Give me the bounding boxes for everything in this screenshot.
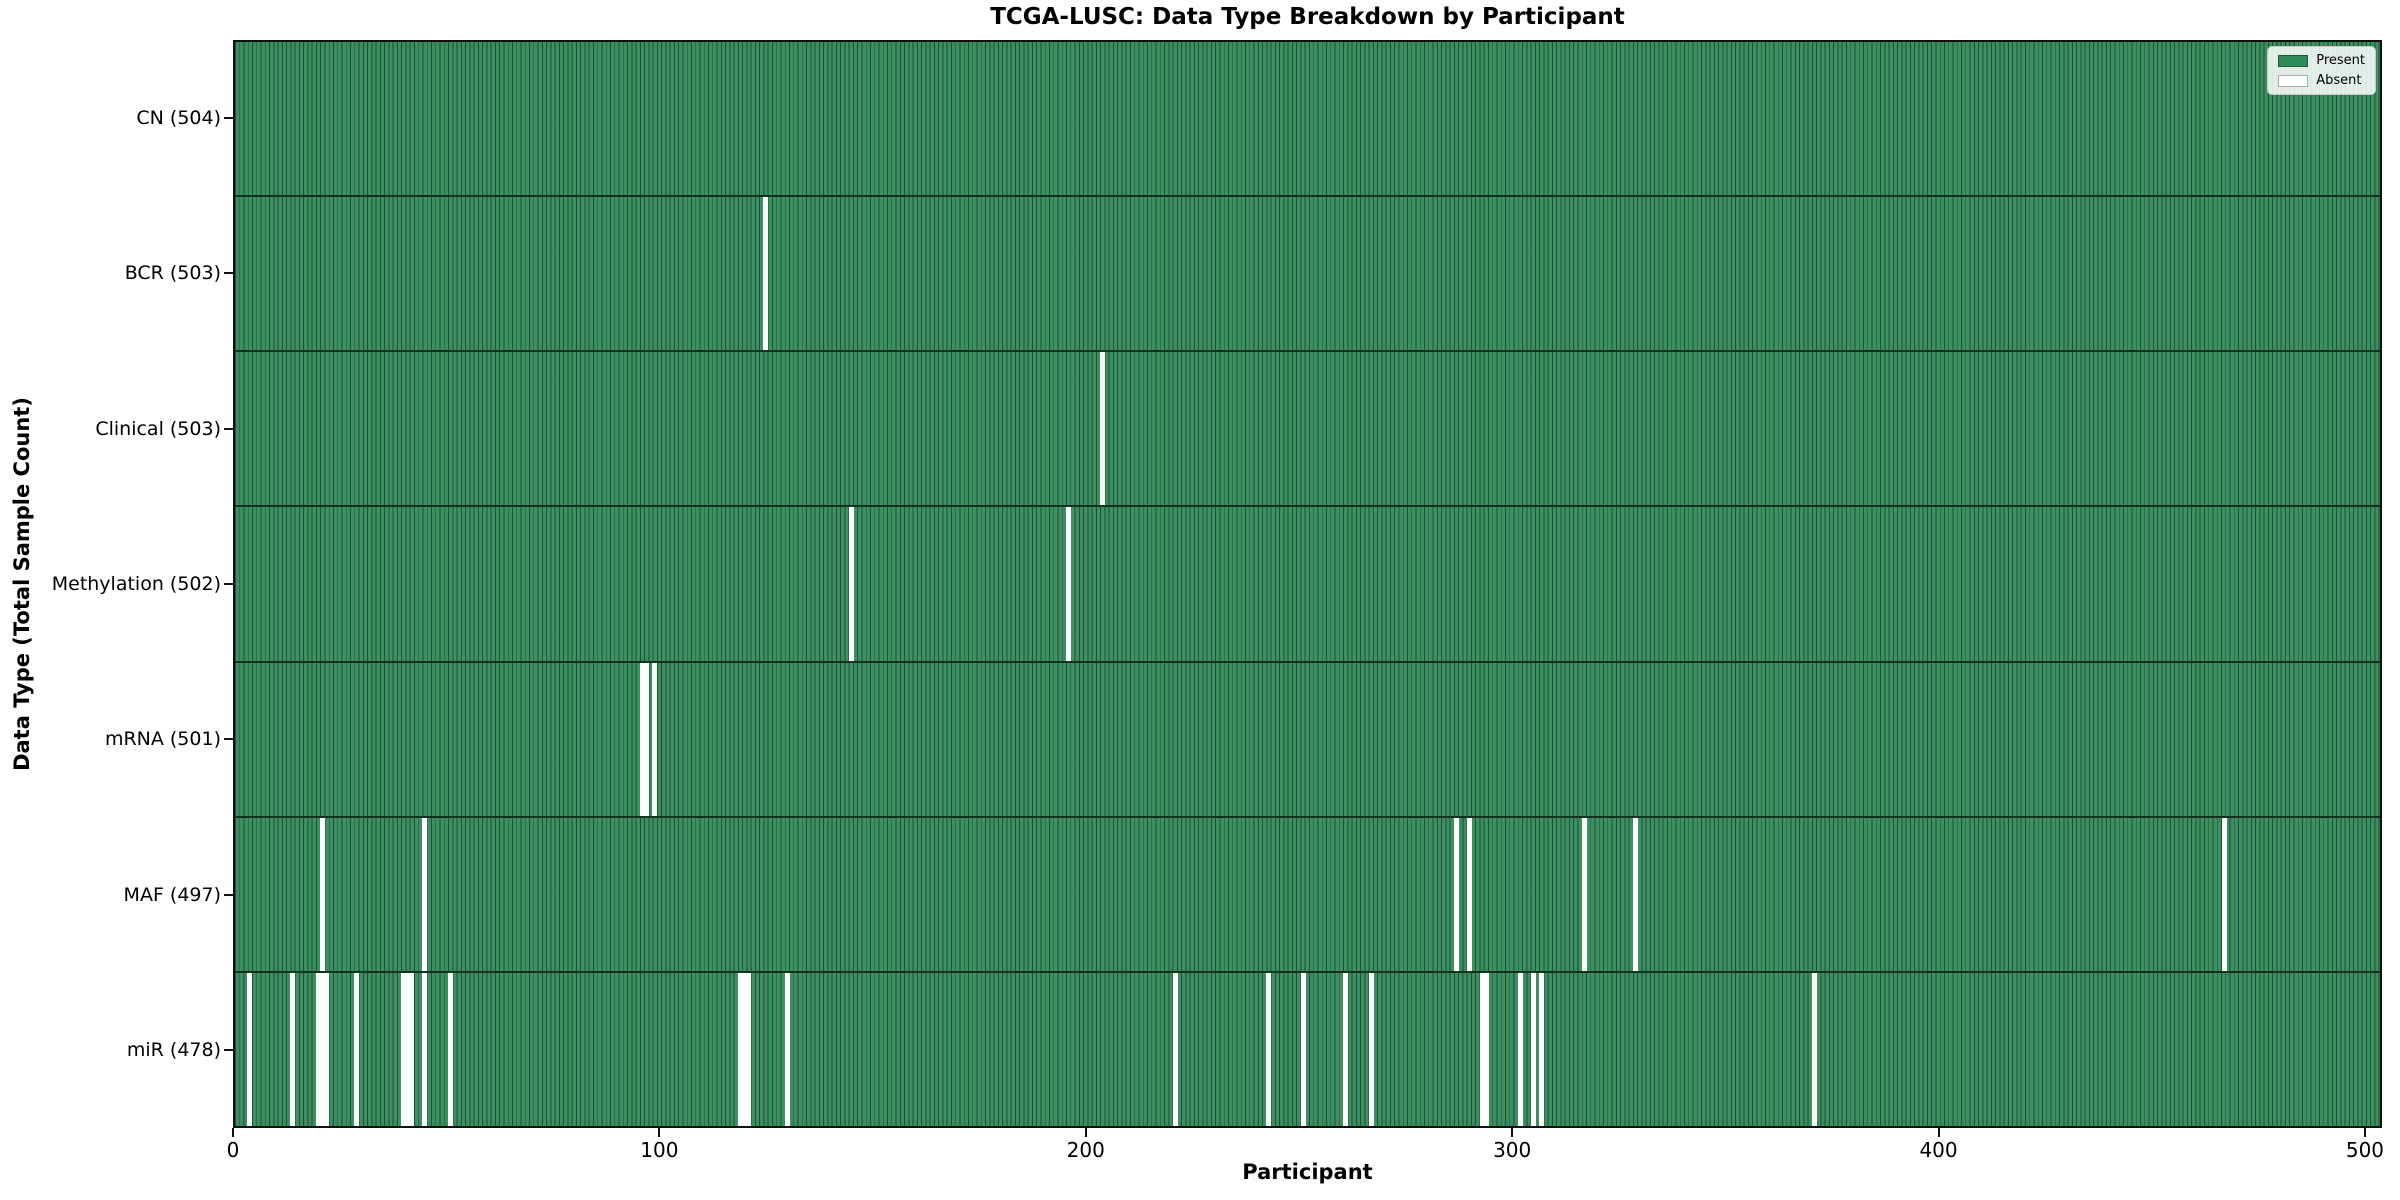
xtick-label-0: 0 xyxy=(226,1138,240,1162)
ytick-mark xyxy=(224,427,233,430)
ytick-label-maf: MAF (497) xyxy=(123,883,221,906)
ytick-mark xyxy=(224,116,233,119)
legend-entry-absent: Absent xyxy=(2278,73,2365,88)
legend-entry-present: Present xyxy=(2278,53,2365,68)
xtick-mark xyxy=(2363,1128,2366,1137)
ytick-label-clinical: Clinical (503) xyxy=(95,417,221,440)
absent-cell xyxy=(1300,972,1306,1126)
plot-area xyxy=(233,40,2382,1128)
absent-cell xyxy=(315,972,321,1126)
absent-cell xyxy=(319,972,325,1126)
legend: Present Absent xyxy=(2267,46,2376,95)
absent-cell xyxy=(746,972,752,1126)
row-cn xyxy=(235,42,2380,198)
row-mrna xyxy=(235,662,2380,818)
ytick-label-cn: CN (504) xyxy=(136,106,221,129)
xtick-mark xyxy=(1511,1128,1514,1137)
absent-cell xyxy=(447,972,453,1126)
xtick-mark xyxy=(1084,1128,1087,1137)
xtick-label-400: 400 xyxy=(1919,1138,1958,1162)
absent-cell xyxy=(643,662,649,816)
absent-cell xyxy=(1518,972,1524,1126)
absent-cell xyxy=(400,972,406,1126)
absent-cell xyxy=(422,972,428,1126)
absent-cell xyxy=(639,662,645,816)
absent-cell xyxy=(324,972,330,1126)
absent-cell xyxy=(1466,817,1472,971)
ytick-label-bcr: BCR (503) xyxy=(124,262,221,285)
ytick-mark xyxy=(224,1049,233,1052)
absent-cell xyxy=(1172,972,1178,1126)
absent-cell xyxy=(405,972,411,1126)
absent-cell xyxy=(1368,972,1374,1126)
ytick-mark xyxy=(224,893,233,896)
ytick-label-mir: miR (478) xyxy=(126,1039,221,1062)
present-swatch-icon xyxy=(2278,54,2309,67)
absent-cell xyxy=(2221,817,2227,971)
absent-cell xyxy=(1530,972,1536,1126)
xtick-mark xyxy=(1937,1128,1940,1137)
row-methylation xyxy=(235,507,2380,663)
xtick-label-200: 200 xyxy=(1066,1138,1105,1162)
absent-cell xyxy=(409,972,415,1126)
xtick-label-500: 500 xyxy=(2345,1138,2385,1162)
absent-cell xyxy=(1483,972,1489,1126)
absent-cell xyxy=(1343,972,1349,1126)
ytick-mark xyxy=(224,272,233,275)
absent-cell xyxy=(1266,972,1272,1126)
absent-cell xyxy=(1454,817,1460,971)
ytick-mark xyxy=(224,583,233,585)
absent-cell xyxy=(652,662,658,816)
absent-cell xyxy=(422,817,428,971)
absent-cell xyxy=(848,507,854,661)
xtick-mark xyxy=(232,1128,234,1137)
absent-cell xyxy=(763,197,769,351)
absent-cell xyxy=(319,817,325,971)
absent-swatch-icon xyxy=(2278,74,2309,87)
absent-cell xyxy=(1066,507,1072,661)
chart-title: TCGA-LUSC: Data Type Breakdown by Partic… xyxy=(990,4,1625,30)
row-maf xyxy=(235,817,2380,973)
row-clinical xyxy=(235,352,2380,508)
xtick-mark xyxy=(658,1128,661,1137)
absent-cell xyxy=(1633,817,1639,971)
row-mir xyxy=(235,972,2380,1126)
absent-cell xyxy=(290,972,296,1126)
absent-cell xyxy=(1539,972,1545,1126)
absent-cell xyxy=(1812,972,1818,1126)
x-axis-title: Participant xyxy=(1242,1160,1373,1184)
absent-cell xyxy=(784,972,790,1126)
absent-cell xyxy=(1100,352,1106,506)
absent-cell xyxy=(1479,972,1485,1126)
absent-cell xyxy=(742,972,747,1126)
xtick-label-100: 100 xyxy=(640,1138,679,1162)
ytick-label-methylation: Methylation (502) xyxy=(51,573,221,595)
legend-label-present: Present xyxy=(2316,53,2365,68)
xtick-label-300: 300 xyxy=(1493,1138,1532,1162)
ytick-mark xyxy=(224,738,233,741)
absent-cell xyxy=(737,972,743,1126)
row-bcr xyxy=(235,197,2380,353)
ytick-label-mrna: mRNA (501) xyxy=(104,728,221,751)
legend-label-absent: Absent xyxy=(2316,73,2362,88)
absent-cell xyxy=(353,972,359,1126)
absent-cell xyxy=(1581,817,1587,971)
absent-cell xyxy=(247,972,253,1126)
